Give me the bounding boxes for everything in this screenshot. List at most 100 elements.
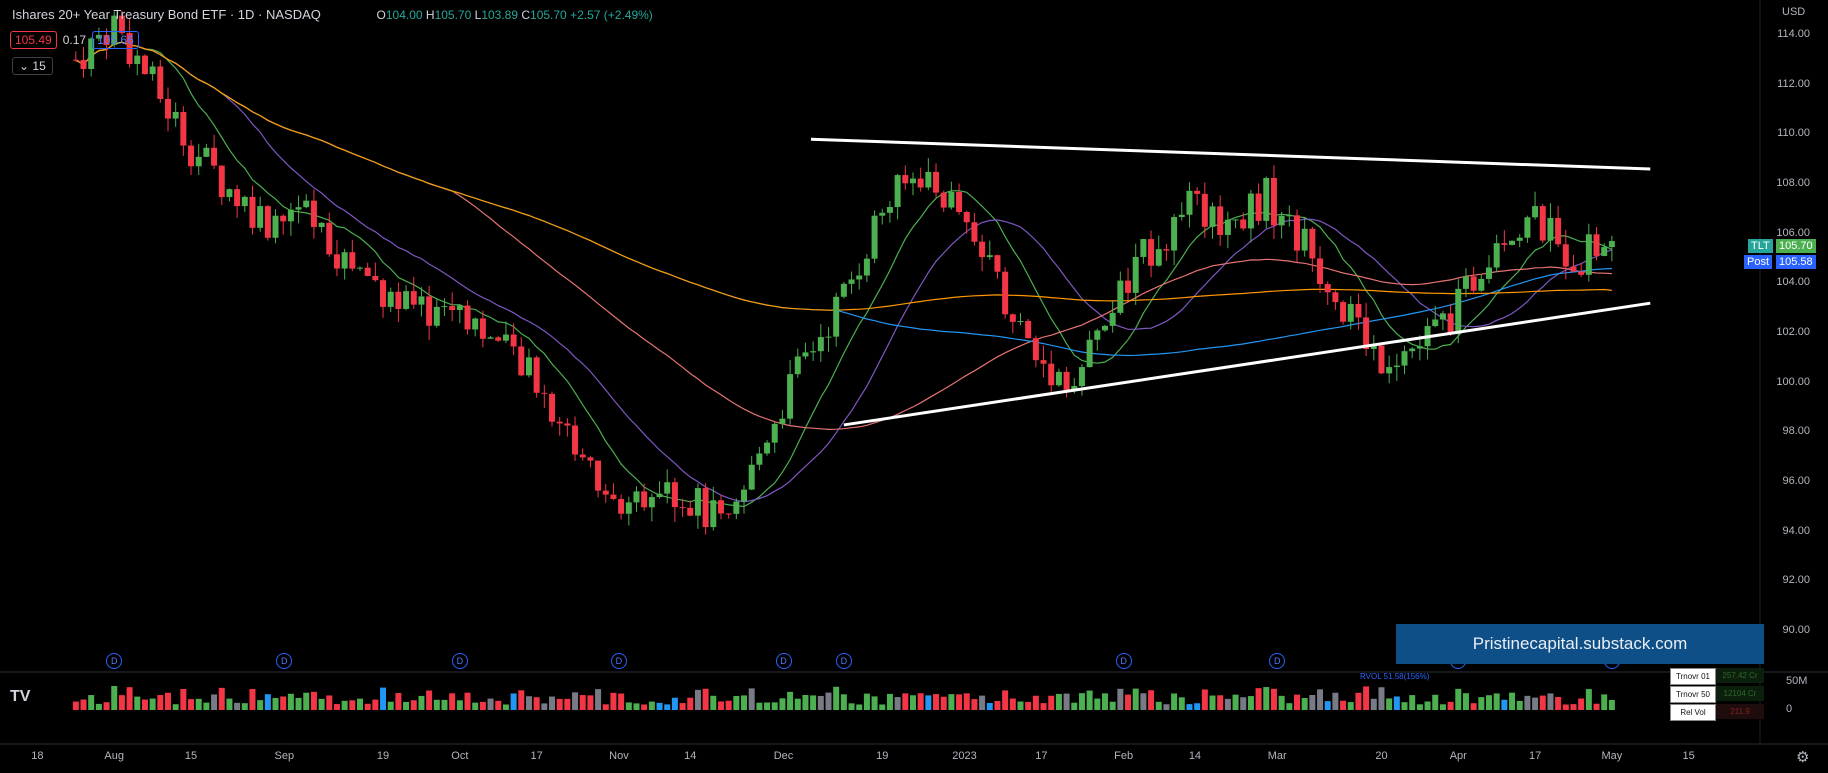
candle-body	[1485, 267, 1492, 279]
volume-bar	[871, 696, 878, 710]
price-tick-label: 110.00	[1777, 127, 1810, 140]
dividend-marker[interactable]: D	[1115, 653, 1132, 669]
candle-body	[502, 334, 509, 341]
volume-bar	[564, 698, 571, 710]
candle-body	[1032, 338, 1039, 361]
dividend-marker[interactable]: D	[276, 653, 293, 669]
candle-body	[472, 318, 479, 330]
candle-body	[1570, 266, 1577, 272]
volume-bar	[149, 698, 156, 710]
candle-body	[1293, 215, 1300, 251]
candle-body	[1455, 288, 1462, 335]
volume-bar	[925, 695, 932, 710]
candle-body	[656, 493, 663, 498]
candle-body	[1585, 234, 1592, 275]
time-tick-label: Apr	[1449, 750, 1467, 762]
low-value: 103.89	[481, 8, 519, 22]
candle-body	[1148, 239, 1155, 266]
candle-body	[879, 212, 886, 216]
visibility-toggle-icon[interactable]	[357, 16, 387, 30]
candle-body	[956, 191, 963, 213]
candle-body	[1501, 243, 1508, 245]
candle-body	[933, 171, 940, 193]
candle-body	[994, 255, 1001, 272]
dividend-marker[interactable]: D	[451, 653, 468, 669]
candle-body	[979, 241, 986, 258]
volume-bar	[357, 698, 363, 710]
ma-10-line	[75, 41, 1613, 508]
volume-bar	[587, 695, 594, 710]
rvol-label: RVOL 51.58(156%)	[1360, 672, 1430, 681]
volume-bar	[218, 687, 225, 710]
dividend-marker[interactable]: D	[610, 653, 627, 669]
candle-body	[141, 55, 148, 75]
volume-bar	[1209, 695, 1216, 710]
candle-body	[249, 196, 256, 228]
volume-bar	[441, 699, 448, 710]
candle-body	[848, 279, 855, 284]
symbol-legend[interactable]: Ishares 20+ Year Treasury Bond ETF · 1D …	[12, 7, 653, 22]
gear-icon[interactable]: ⚙	[1796, 749, 1810, 766]
tradingview-logo[interactable]: TV	[10, 688, 31, 705]
ask-button[interactable]: 105.66	[92, 31, 139, 49]
volume-bar	[395, 693, 402, 710]
volume-bar	[456, 700, 463, 710]
indicators-collapse-button[interactable]: ⌄ 15	[12, 57, 53, 75]
candle-body	[1363, 317, 1370, 349]
time-tick-label: 19	[876, 750, 889, 762]
candle-body	[403, 291, 410, 309]
volume-bar	[1593, 703, 1600, 710]
candle-body	[1378, 345, 1385, 374]
volume-bar	[1286, 703, 1293, 710]
candle-body	[886, 207, 893, 213]
volume-bar	[1332, 692, 1339, 710]
open-label: O	[376, 8, 386, 22]
time-tick-label: Aug	[104, 750, 125, 762]
ma-200-line	[75, 41, 1612, 311]
candle-body	[1063, 371, 1070, 390]
volume-bar	[241, 703, 248, 710]
candle-body	[349, 252, 356, 269]
candle-body	[1447, 313, 1454, 335]
candle-body	[1255, 193, 1262, 221]
trendlines	[810, 137, 1651, 427]
dividend-marker[interactable]: D	[1269, 653, 1286, 669]
candle-body	[72, 59, 79, 61]
price-tick-label: 102.00	[1776, 326, 1810, 338]
dividend-marker[interactable]: D	[835, 653, 852, 669]
candle-body	[787, 374, 794, 419]
time-tick-label: 18	[31, 750, 44, 762]
volume-bar	[126, 687, 133, 710]
candle-body	[134, 55, 141, 64]
currency-select[interactable]: USD	[1782, 6, 1806, 18]
candle-body	[433, 306, 440, 326]
volume-bar	[318, 698, 325, 710]
volume-bar	[1340, 700, 1347, 710]
candle-body	[702, 488, 709, 528]
volume-bar	[1301, 697, 1308, 710]
volume-bar	[1009, 698, 1016, 710]
volume-bar	[479, 701, 486, 710]
volume-bar	[349, 700, 356, 710]
volume-bar	[1432, 694, 1439, 710]
dividend-marker[interactable]: D	[775, 653, 792, 669]
volume-bar	[472, 702, 479, 710]
candle-body	[1555, 217, 1562, 245]
candle-body	[95, 34, 102, 39]
time-tick-label: Oct	[451, 750, 469, 762]
volume-bar	[648, 701, 655, 710]
volume-bar	[1509, 692, 1516, 710]
volume-bar	[1155, 701, 1162, 710]
volume-bar	[833, 686, 840, 710]
volume-bar	[771, 702, 778, 710]
candle-body	[464, 305, 471, 330]
volume-bar	[1485, 695, 1492, 710]
volume-bar	[1532, 697, 1539, 710]
bid-button[interactable]: 105.49	[10, 31, 57, 49]
dividend-marker[interactable]: D	[106, 653, 123, 669]
volume-bar	[426, 690, 433, 710]
candle-body	[203, 147, 210, 157]
candle-body	[1370, 345, 1377, 349]
volume-bar	[1501, 699, 1508, 710]
